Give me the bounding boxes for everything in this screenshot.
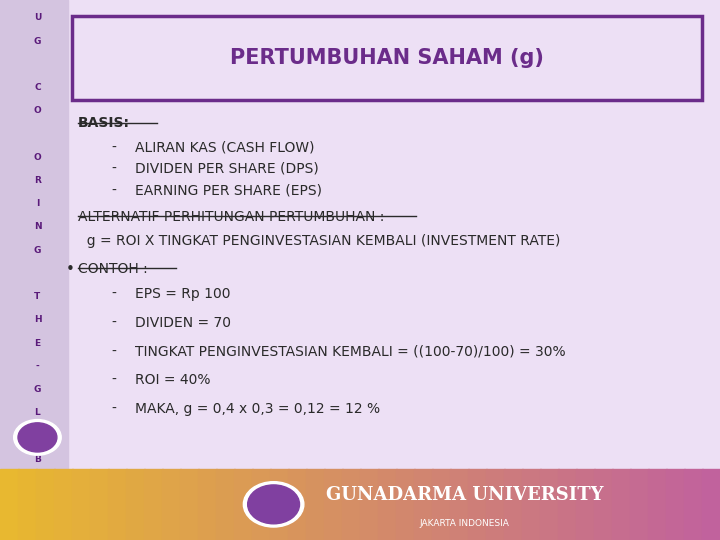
Bar [126,469,145,540]
Text: R: R [34,176,41,185]
Text: ROI = 40%: ROI = 40% [135,373,211,387]
Text: G: G [34,246,41,255]
Bar [0,0,68,470]
Bar [144,469,163,540]
Circle shape [18,423,57,452]
Text: -: - [112,373,117,387]
Text: DIVIDEN PER SHARE (DPS): DIVIDEN PER SHARE (DPS) [135,162,319,176]
Text: -: - [112,287,117,301]
Circle shape [243,482,304,527]
Text: -: - [112,402,117,416]
Text: DIVIDEN = 70: DIVIDEN = 70 [135,316,231,330]
Text: EARNING PER SHARE (EPS): EARNING PER SHARE (EPS) [135,184,323,198]
Text: N: N [34,222,41,232]
Bar [684,469,703,540]
Bar [360,469,379,540]
Bar [378,469,397,540]
Text: -: - [112,316,117,330]
Bar [0,469,19,540]
Bar [648,469,667,540]
Text: U: U [34,14,41,23]
Bar [414,469,433,540]
Bar [162,469,181,540]
Bar [324,469,343,540]
Bar [72,469,91,540]
Text: MAKA, g = 0,4 x 0,3 = 0,12 = 12 %: MAKA, g = 0,4 x 0,3 = 0,12 = 12 % [135,402,380,416]
Bar [306,469,325,540]
Text: -: - [112,345,117,359]
Text: -: - [35,362,40,371]
Bar [594,469,613,540]
Text: E: E [35,339,40,348]
Bar [522,469,541,540]
Bar [252,469,271,540]
Text: •: • [66,262,75,277]
Bar [216,469,235,540]
Text: O: O [34,153,41,162]
Bar [270,469,289,540]
Bar [90,469,109,540]
Text: ALIRAN KAS (CASH FLOW): ALIRAN KAS (CASH FLOW) [135,140,315,154]
Text: -: - [112,162,117,176]
Text: I: I [36,199,39,208]
Bar [342,469,361,540]
Text: T: T [35,292,40,301]
Bar [36,469,55,540]
Text: BASIS:: BASIS: [78,116,130,130]
Bar [450,469,469,540]
Bar [702,469,720,540]
Bar [432,469,451,540]
Bar [396,469,415,540]
Bar [630,469,649,540]
Bar [234,469,253,540]
Bar [558,469,577,540]
Bar [288,469,307,540]
Bar [576,469,595,540]
Text: H: H [34,315,41,325]
FancyBboxPatch shape [72,16,702,100]
Bar [486,469,505,540]
Text: ALTERNATIF PERHITUNGAN PERTUMBUHAN :: ALTERNATIF PERHITUNGAN PERTUMBUHAN : [78,210,384,224]
Text: CONTOH :: CONTOH : [78,262,148,276]
Bar [180,469,199,540]
Text: -: - [112,184,117,198]
Bar [468,469,487,540]
Text: GUNADARMA UNIVERSITY: GUNADARMA UNIVERSITY [325,485,603,504]
Text: EPS = Rp 100: EPS = Rp 100 [135,287,231,301]
Text: O: O [34,106,41,116]
Text: O: O [34,431,41,441]
Bar [612,469,631,540]
Bar [504,469,523,540]
Text: C: C [34,83,41,92]
Text: B: B [34,455,41,464]
Text: JAKARTA INDONESIA: JAKARTA INDONESIA [420,519,509,528]
Circle shape [248,485,300,524]
Text: TINGKAT PENGINVESTASIAN KEMBALI = ((100-70)/100) = 30%: TINGKAT PENGINVESTASIAN KEMBALI = ((100-… [135,345,566,359]
Text: PERTUMBUHAN SAHAM (g): PERTUMBUHAN SAHAM (g) [230,48,544,68]
Text: g = ROI X TINGKAT PENGINVESTASIAN KEMBALI (INVESTMENT RATE): g = ROI X TINGKAT PENGINVESTASIAN KEMBAL… [78,234,560,248]
Bar [18,469,37,540]
Text: L: L [35,408,40,417]
Bar [54,469,73,540]
Bar [198,469,217,540]
Text: -: - [112,140,117,154]
Bar [108,469,127,540]
Bar [666,469,685,540]
Bar [540,469,559,540]
Text: G: G [34,385,41,394]
Circle shape [14,420,61,455]
Text: G: G [34,37,41,46]
